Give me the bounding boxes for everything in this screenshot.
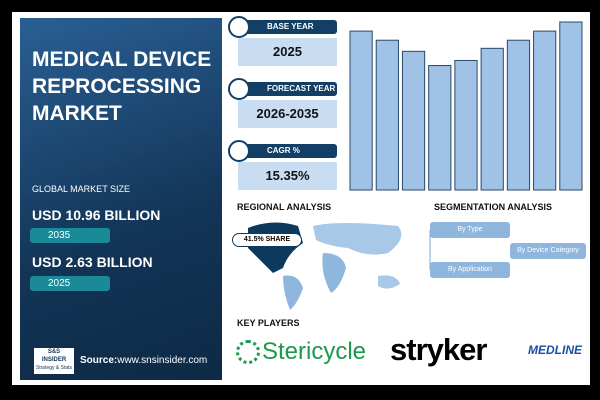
section-title: KEY PLAYERS — [237, 318, 300, 328]
bar — [401, 50, 426, 191]
bar — [428, 65, 452, 191]
stat-label: FORECAST YEAR — [245, 82, 337, 96]
stat-icon — [228, 140, 250, 162]
bar — [506, 39, 531, 191]
title-line: MEDICAL DEVICE — [32, 48, 212, 71]
logo-name: INSIDER — [41, 357, 67, 363]
company-logo: MEDLINE — [528, 343, 582, 357]
segment: By Type — [430, 222, 510, 238]
australia — [378, 275, 400, 289]
logo-tagline: Strategy & Stats — [35, 365, 73, 371]
stat-icon — [228, 16, 250, 38]
stat-icon — [228, 78, 250, 100]
market-year: 2035 — [30, 228, 110, 243]
title-line: REPROCESSING — [32, 75, 202, 98]
stat-value: 2025 — [238, 38, 337, 66]
company-logo: Stericycle — [262, 338, 367, 365]
stat-value: 2026-2035 — [238, 100, 337, 128]
title: MEDICAL DEVICE REPROCESSING MARKET — [32, 46, 211, 127]
bar — [480, 47, 504, 191]
africa — [322, 253, 346, 293]
logo: S&S INSIDER Strategy & Stats — [34, 348, 74, 374]
market-value: USD 2.63 BILLION — [32, 254, 153, 270]
stat-value: 15.35% — [238, 162, 337, 190]
market-size-label: GLOBAL MARKET SIZE — [32, 184, 131, 194]
source: Source:www.snsinsider.com — [80, 355, 207, 366]
left-panel: MEDICAL DEVICE REPROCESSING MARKET GLOBA… — [20, 18, 222, 380]
title-line: MARKET — [32, 102, 122, 125]
south-america — [283, 275, 303, 310]
segment: By Device Category — [510, 243, 586, 259]
stat-label: CAGR % — [245, 144, 337, 158]
bar — [533, 30, 557, 191]
segment: By Application — [430, 262, 510, 278]
logo-mark: S&S — [47, 349, 61, 355]
company-logo: stryker — [390, 332, 487, 367]
bar — [375, 39, 399, 191]
stat-label: BASE YEAR — [245, 20, 337, 34]
source-label: Source: — [80, 355, 118, 366]
eurasia — [313, 223, 402, 255]
section-title: REGIONAL ANALYSIS — [237, 202, 332, 212]
bar — [559, 21, 583, 191]
market-value: USD 10.96 BILLION — [32, 207, 161, 223]
source-url: www.snsinsider.com — [117, 355, 208, 366]
section-title: SEGMENTATION ANALYSIS — [434, 202, 553, 212]
bar — [454, 59, 478, 191]
stericycle-icon — [236, 340, 260, 364]
north-america — [248, 222, 303, 273]
share-callout: 41.5% SHARE — [232, 233, 302, 247]
bar — [349, 30, 373, 191]
market-year: 2025 — [30, 276, 110, 291]
